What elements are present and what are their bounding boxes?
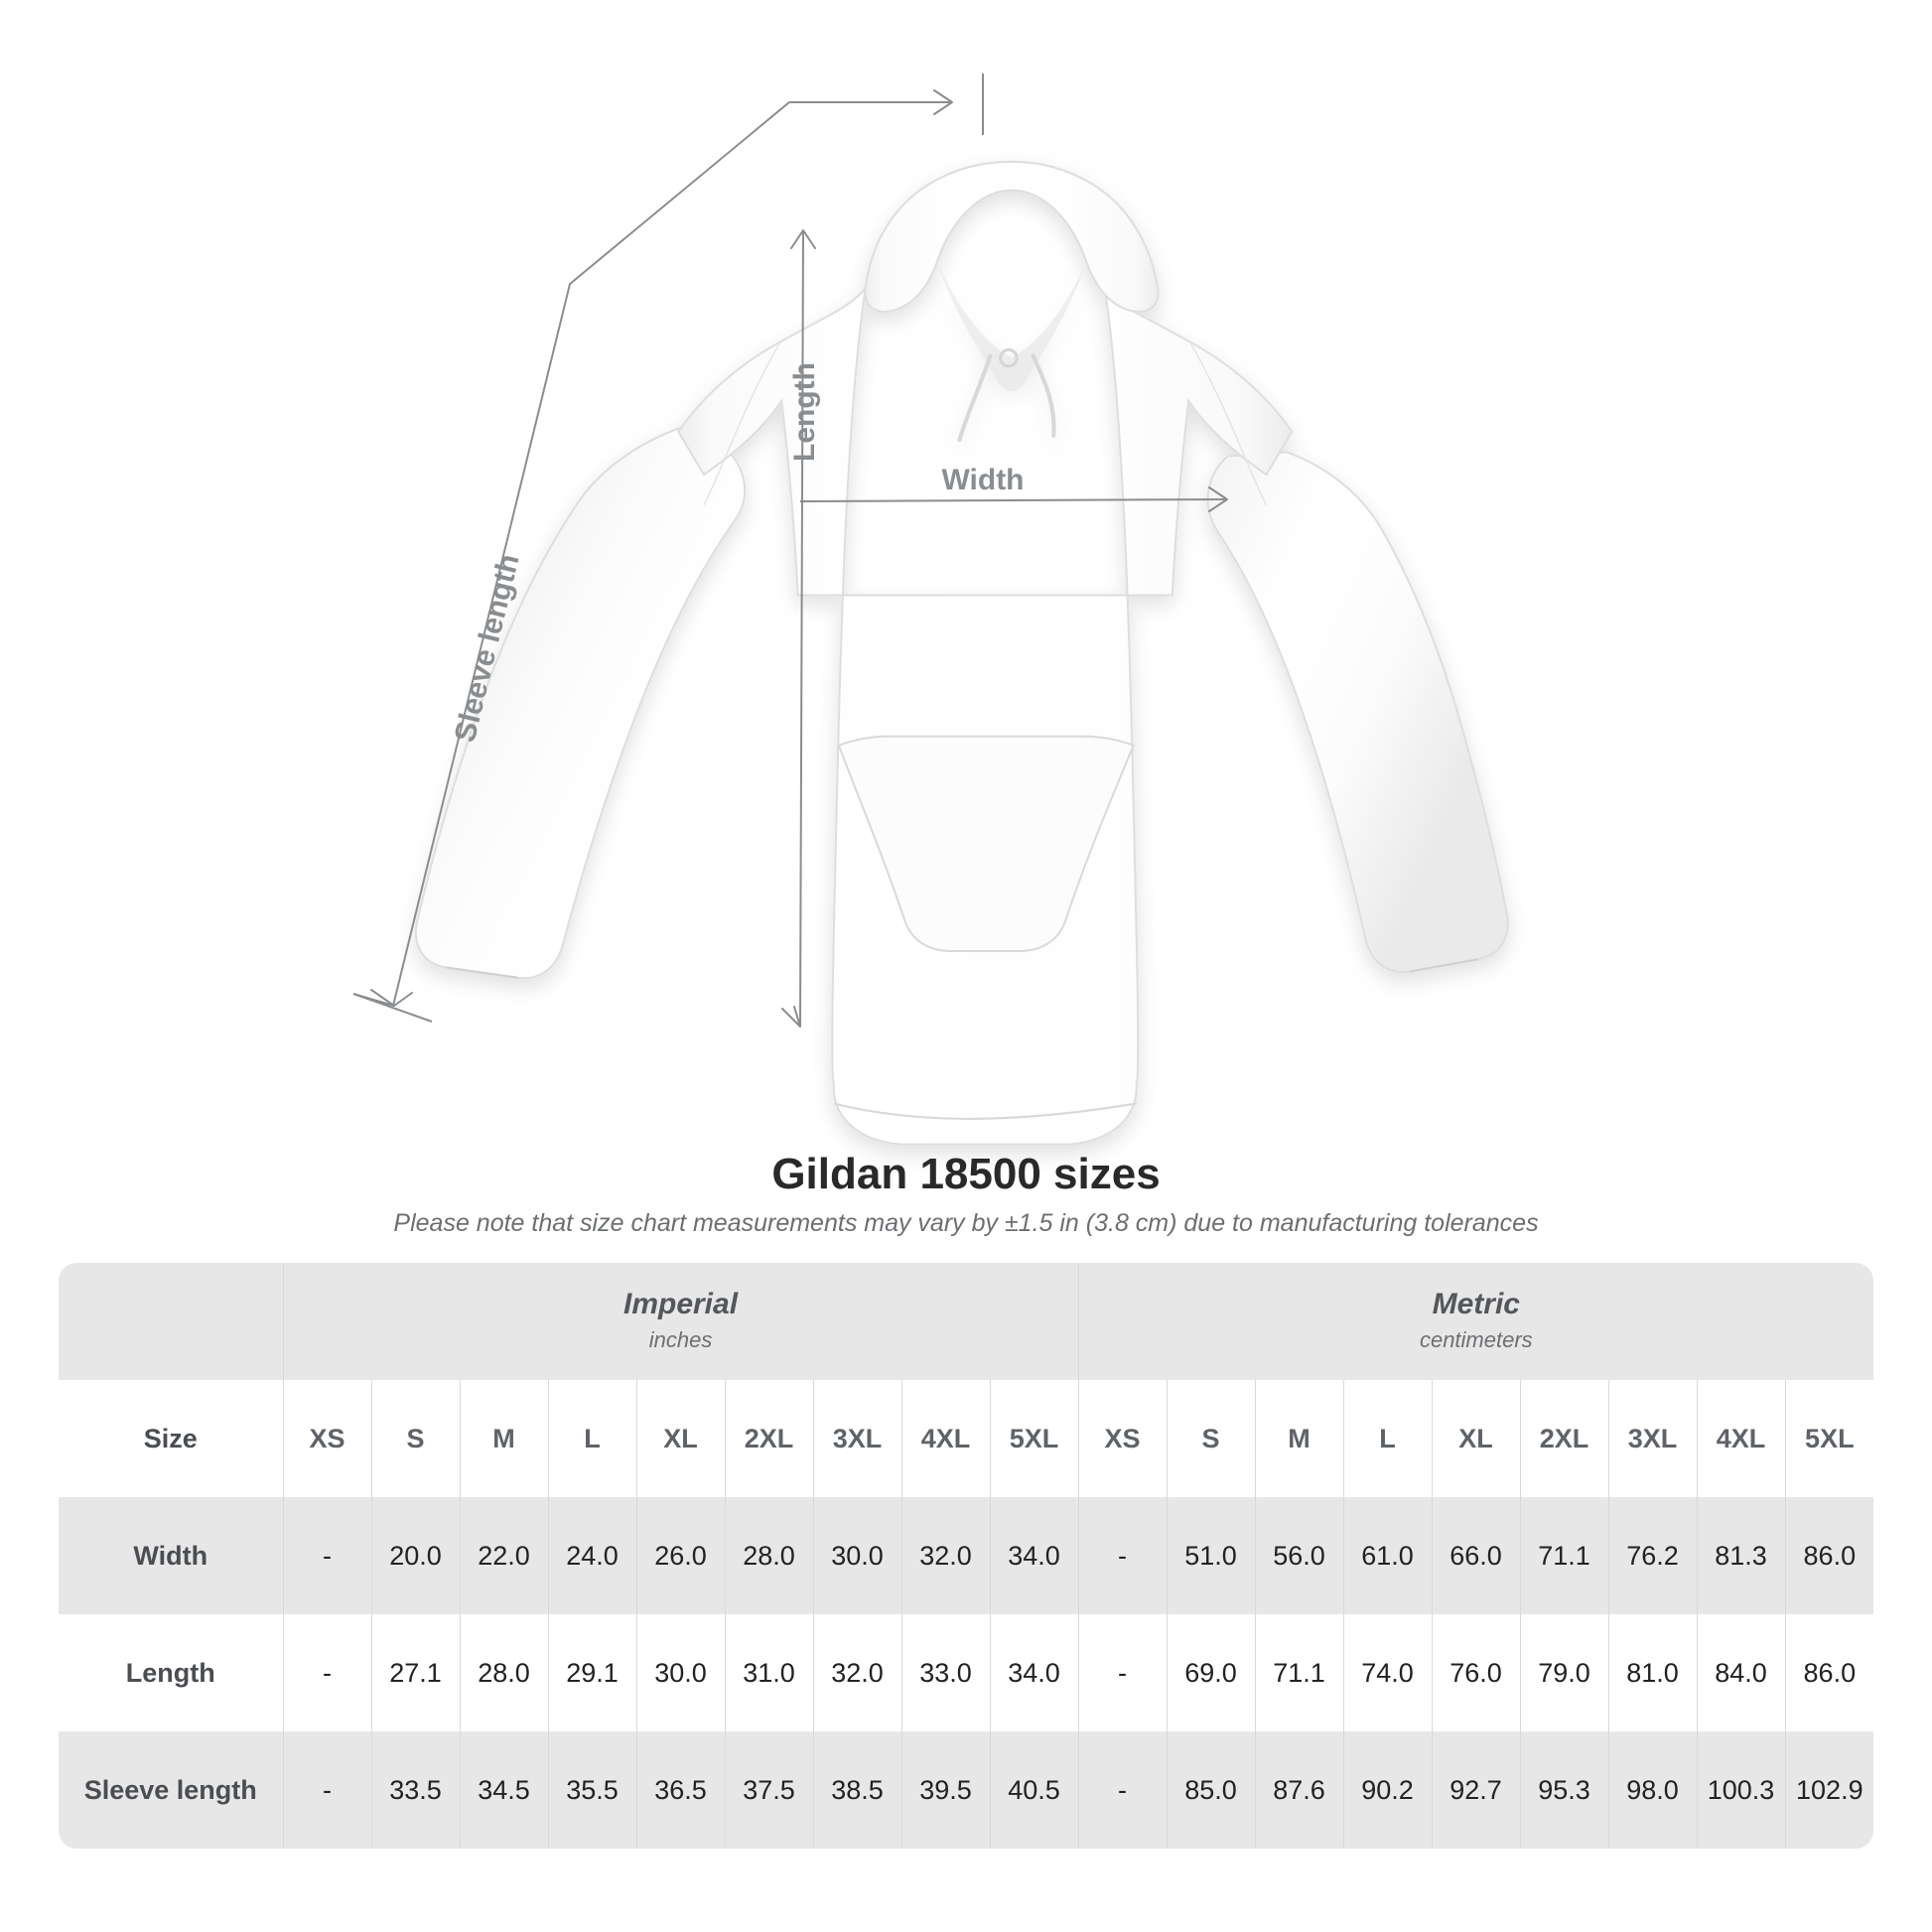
svg-text:Length: Length: [788, 362, 821, 462]
svg-text:Width: Width: [941, 464, 1024, 496]
